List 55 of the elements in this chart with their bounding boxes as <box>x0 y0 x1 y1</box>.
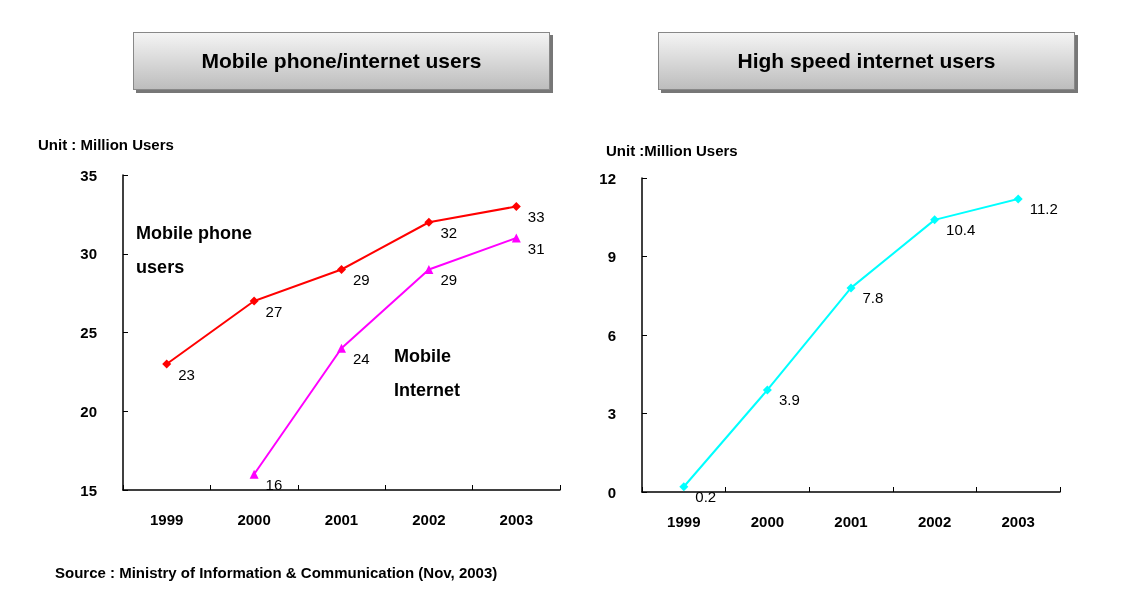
data-label: 11.2 <box>1029 200 1058 218</box>
chart-title: Mobile phone/internet users <box>133 32 550 90</box>
point <box>162 359 172 369</box>
y-tick-label: 12 <box>599 169 616 187</box>
source-note: Source : Ministry of Information & Communication (Nov, 2003) <box>55 564 498 581</box>
point <box>337 343 346 353</box>
y-tick-label: 30 <box>80 245 97 263</box>
data-label: 23 <box>178 365 195 383</box>
series-label: Mobile phone users <box>136 222 253 277</box>
x-tick-label: 1999 <box>667 513 701 530</box>
y-tick-label: 9 <box>607 248 616 265</box>
y-tick-label: 25 <box>80 324 97 341</box>
point <box>1013 194 1023 204</box>
x-tick-label: 2000 <box>237 511 271 528</box>
y-tick-label: 20 <box>80 402 97 420</box>
point <box>679 482 689 492</box>
series-label: Mobile Internet <box>393 345 460 400</box>
x-tick-label: 2002 <box>412 511 446 528</box>
point <box>762 385 772 395</box>
x-tick-label: 2003 <box>499 511 533 528</box>
x-tick-label: 2002 <box>917 513 952 530</box>
point <box>511 202 521 211</box>
x-tick-label: 2001 <box>324 511 359 528</box>
data-label: 10.4 <box>946 221 976 239</box>
point <box>846 283 856 293</box>
x-tick-label: 2003 <box>1001 513 1035 530</box>
data-label: 16 <box>265 475 283 493</box>
x-tick-label: 2001 <box>834 513 868 530</box>
data-label: 24 <box>353 349 370 367</box>
point <box>249 469 259 479</box>
data-label: 27 <box>265 302 283 320</box>
data-label: 29 <box>353 271 370 288</box>
point <box>424 265 434 274</box>
y-axis-title: Unit : Million Users <box>38 136 174 153</box>
y-tick-label: 3 <box>607 405 616 422</box>
data-label: 0.2 <box>695 488 717 506</box>
point <box>337 265 346 274</box>
data-label: 32 <box>440 223 458 241</box>
x-tick-label: 1999 <box>150 511 184 528</box>
y-tick-label: 15 <box>80 481 97 499</box>
y-axis-title: Unit :Million Users <box>606 142 738 159</box>
point <box>249 296 259 306</box>
point <box>424 217 434 227</box>
y-tick-label: 6 <box>607 326 616 344</box>
data-label: 33 <box>527 208 545 225</box>
data-label: 31 <box>527 239 545 257</box>
x-tick-label: 2000 <box>750 513 785 530</box>
data-label: 3.9 <box>778 391 800 409</box>
chart-title: High speed internet users <box>658 32 1075 90</box>
data-label: 7.8 <box>862 289 884 307</box>
data-label: 29 <box>440 271 458 288</box>
y-tick-label: 35 <box>80 166 97 184</box>
point <box>511 233 521 243</box>
y-tick-label: 0 <box>607 483 616 501</box>
point <box>930 215 940 225</box>
